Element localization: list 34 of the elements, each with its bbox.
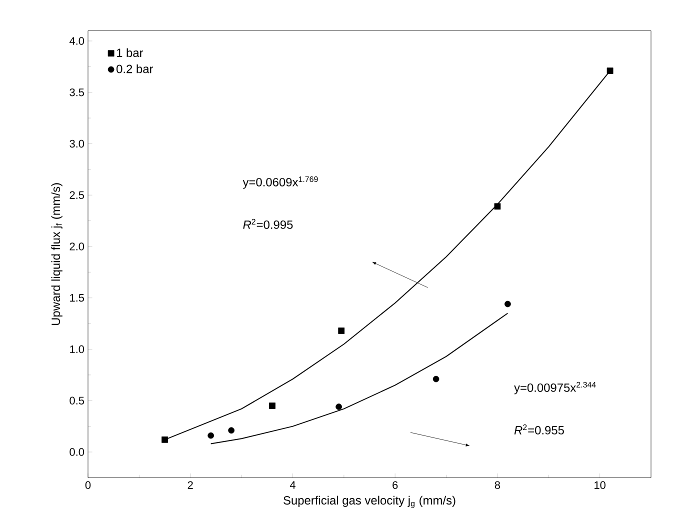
x-tick-label: 6: [392, 481, 398, 489]
x-tick-label: 8: [494, 481, 500, 489]
point: [494, 203, 501, 210]
y-axis-title: Upward liquid flux j$_{f}$ (mm/s): [51, 183, 62, 326]
y-tick-label: 3.0: [70, 140, 84, 148]
y-tick-label: 0.5: [70, 396, 84, 404]
x-tick-label: 2: [188, 481, 193, 489]
y-tick-label: 1.0: [70, 345, 84, 354]
y-tick-label: 3.5: [70, 88, 84, 96]
point: [228, 427, 234, 434]
legend-label: 0.2 bar: [116, 64, 154, 74]
y-tick-label: 2.0: [70, 242, 84, 250]
x-tick-label: 10: [594, 481, 606, 489]
x-tick-label: 0: [85, 481, 91, 489]
legend-label: 1 bar: [116, 48, 144, 58]
point: [606, 68, 614, 74]
point: [432, 376, 440, 382]
point: [208, 432, 214, 439]
line-series: [210, 312, 508, 444]
y-tick-label: 2.5: [70, 191, 84, 199]
annotation: y=0.00975x$^{2.344}$: [514, 382, 596, 394]
x-axis-title: Superficial gas velocity j$_{g}$ (mm/s): [284, 496, 456, 508]
annotation: R$^{2}$=0.995: [243, 218, 293, 229]
point: [338, 328, 345, 334]
annotation: R$^{2}$=0.955: [514, 424, 564, 434]
point: [504, 300, 511, 308]
point: [269, 402, 276, 409]
point: [162, 436, 168, 443]
point: [336, 404, 342, 410]
x-tick-label: 4: [290, 481, 296, 489]
y-tick-label: 1.5: [70, 294, 84, 302]
annotation: y=0.0609x$^{1.769}$: [242, 176, 318, 189]
y-tick-label: 4.0: [69, 37, 84, 45]
y-tick-label: 0.0: [70, 448, 84, 456]
